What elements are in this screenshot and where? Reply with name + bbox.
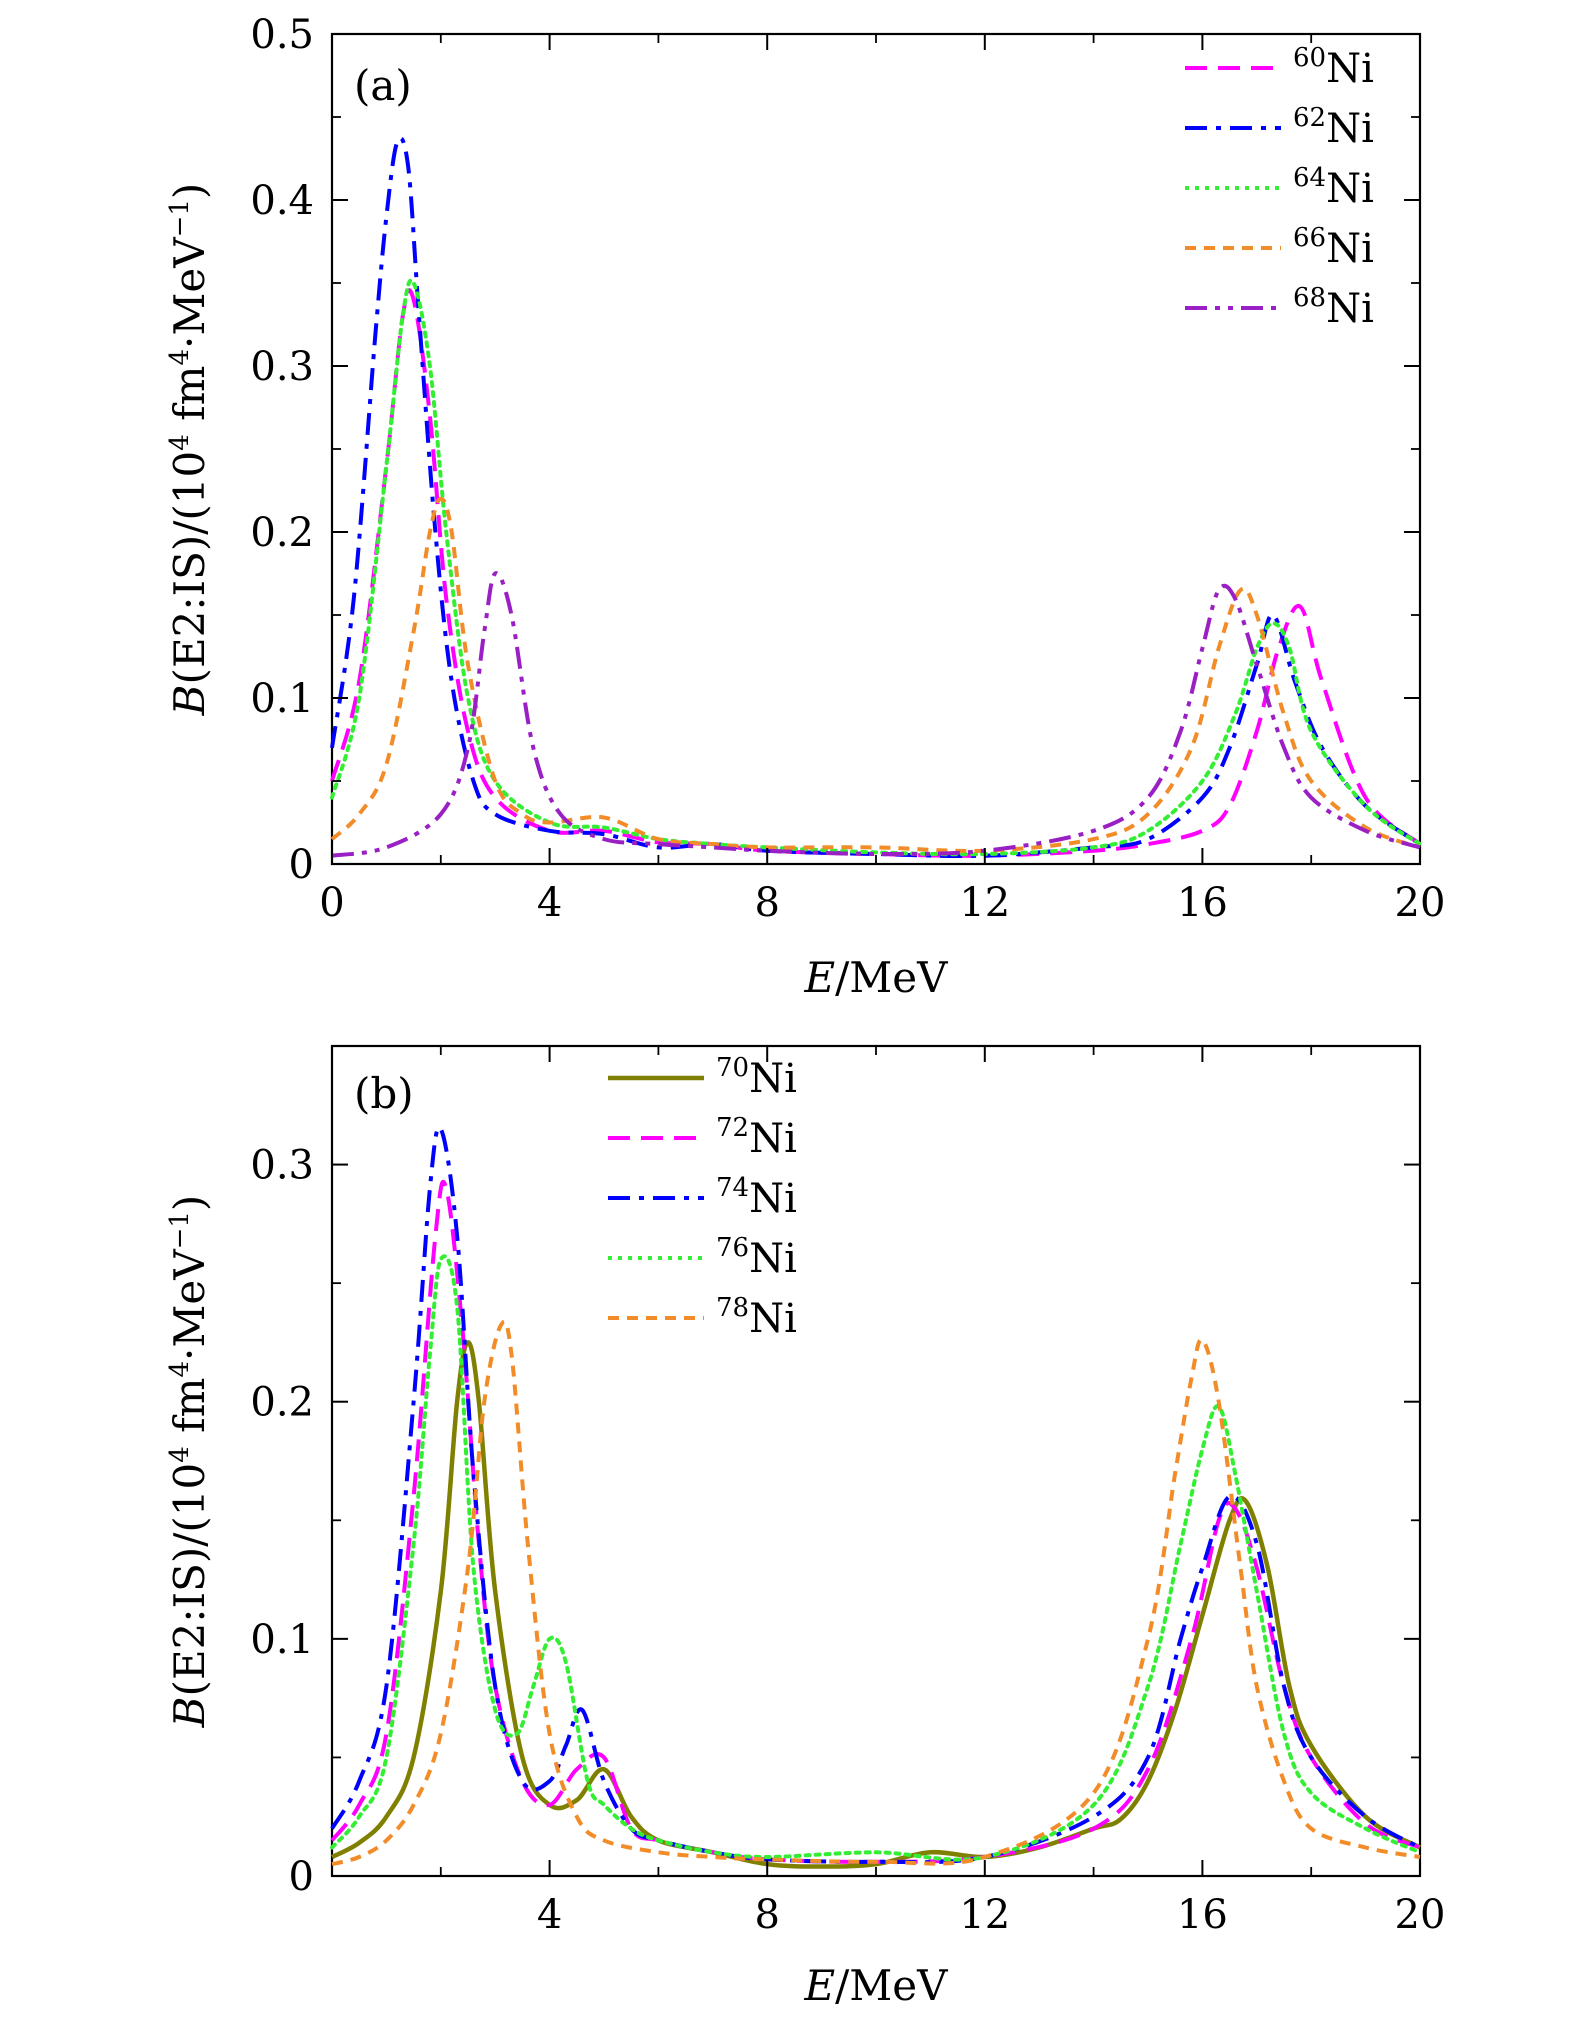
x-tick-label: 16 (1177, 880, 1228, 926)
y-tick-label: 0.3 (250, 1143, 314, 1189)
y-axis-title: B(E2:IS)/(104 fm4·MeV−1) (165, 1195, 214, 1729)
legend-label-78Ni: 78Ni (716, 1293, 797, 1342)
legend-label-72Ni: 72Ni (716, 1113, 797, 1162)
y-tick-label: 0.4 (250, 178, 314, 224)
x-tick-label: 8 (754, 880, 779, 926)
legend-element: Ni (749, 1056, 797, 1102)
legend-label-76Ni: 76Ni (716, 1233, 797, 1282)
legend-mass-number: 60 (1293, 43, 1326, 73)
legend-mass-number: 70 (716, 1053, 749, 1083)
y-tick-label: 0.3 (250, 344, 314, 390)
x-tick-label: 4 (537, 1892, 562, 1938)
series-line-68Ni (331, 571, 1421, 858)
y-tick-label: 0 (289, 1854, 314, 1900)
legend-mass-number: 64 (1293, 163, 1326, 193)
x-tick-label: 0 (319, 880, 344, 926)
x-tick-label: 8 (754, 1892, 779, 1938)
legend-element: Ni (749, 1116, 797, 1162)
legend-mass-number: 62 (1293, 103, 1326, 133)
series-line-76Ni (330, 1254, 1422, 1862)
legend-element: Ni (749, 1176, 797, 1222)
legend-label-60Ni: 60Ni (1293, 43, 1374, 92)
y-tick-label: 0.1 (250, 1617, 314, 1663)
legend-label-70Ni: 70Ni (716, 1053, 797, 1102)
legend-label-66Ni: 66Ni (1293, 223, 1374, 272)
legend-mass-number: 72 (716, 1113, 749, 1143)
panel-label: (b) (354, 1069, 414, 1118)
series-line-64Ni (330, 278, 1422, 857)
y-tick-label: 0.5 (250, 12, 314, 58)
legend-element: Ni (1326, 46, 1374, 92)
x-tick-label: 20 (1395, 880, 1446, 926)
y-axis-title: B(E2:IS)/(104 fm4·MeV−1) (165, 183, 214, 717)
legend-mass-number: 74 (716, 1173, 749, 1203)
y-tick-label: 0 (289, 842, 314, 888)
legend-label-62Ni: 62Ni (1293, 103, 1374, 152)
x-axis-title: E/MeV (803, 953, 948, 1002)
legend-label-68Ni: 68Ni (1293, 283, 1374, 332)
x-axis-title: E/MeV (803, 1961, 948, 2010)
legend-label-64Ni: 64Ni (1293, 163, 1374, 212)
legend-mass-number: 78 (716, 1293, 749, 1323)
legend-mass-number: 76 (716, 1233, 749, 1263)
legend-element: Ni (749, 1296, 797, 1342)
legend-mass-number: 68 (1293, 283, 1326, 313)
y-tick-label: 0.2 (250, 1380, 314, 1426)
x-tick-label: 20 (1395, 1892, 1446, 1938)
x-tick-label: 12 (959, 1892, 1010, 1938)
legend-element: Ni (1326, 286, 1374, 332)
y-tick-label: 0.2 (250, 510, 314, 556)
series-line-66Ni (330, 496, 1421, 853)
legend-element: Ni (1326, 106, 1374, 152)
x-tick-label: 16 (1177, 1892, 1228, 1938)
panel-label: (a) (354, 61, 412, 110)
legend-mass-number: 66 (1293, 223, 1326, 253)
legend-element: Ni (749, 1236, 797, 1282)
series-line-78Ni (331, 1319, 1421, 1867)
legend-element: Ni (1326, 226, 1374, 272)
x-tick-label: 12 (959, 880, 1010, 926)
x-tick-label: 4 (537, 880, 562, 926)
legend-element: Ni (1326, 166, 1374, 212)
y-tick-label: 0.1 (250, 676, 314, 722)
legend-label-74Ni: 74Ni (716, 1173, 797, 1222)
